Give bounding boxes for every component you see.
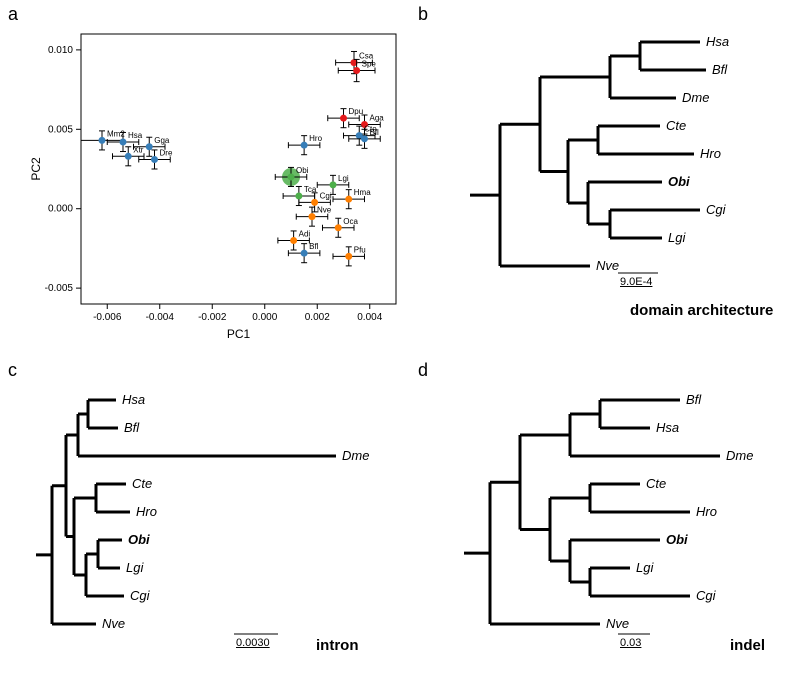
svg-text:Cte: Cte [646,476,666,491]
svg-text:Nve: Nve [596,258,619,273]
panel-d: Bfl Hsa Dme Cte Hro Obi Lgi Cgi Nve 0.03 indel [440,382,790,672]
svg-text:Obi: Obi [668,174,690,189]
svg-text:Bfl: Bfl [712,62,728,77]
svg-text:0.000: 0.000 [48,204,73,215]
tree-caption-b: domain architecture [630,302,773,319]
scatter-plot: -0.006 -0.004 -0.002 0.000 0.002 0.004 -0.005 0… [26,24,406,344]
svg-text:Adi: Adi [299,229,311,238]
svg-text:Bfl: Bfl [309,242,319,251]
svg-text:Hro: Hro [696,504,717,519]
svg-text:Xtr: Xtr [133,145,144,154]
svg-text:Cgi: Cgi [130,588,151,603]
svg-text:Bfl: Bfl [686,392,702,407]
panel-b: Hsa BflDme Cte Hro Obi Cgi Lgi Nve 9.0E-4 domai… [440,24,790,324]
svg-text:Cte: Cte [132,476,152,491]
tree-caption-c: intron [316,637,359,654]
svg-text:PC2: PC2 [29,157,43,181]
svg-text:Dpu: Dpu [349,107,364,116]
svg-text:-0.004: -0.004 [146,312,175,323]
svg-text:Hma: Hma [354,188,371,197]
tree-intron: Hsa Bfl Dme Cte Hro Obi Lgi Cgi Nve [26,382,406,672]
svg-text:Bfl: Bfl [124,420,140,435]
svg-text:Cgi: Cgi [706,202,727,217]
panel-c: Hsa Bfl Dme Cte Hro Obi Lgi Cgi Nve 0.0030 intro… [26,382,406,672]
svg-text:Cte: Cte [666,118,686,133]
svg-text:Dme: Dme [682,90,709,105]
svg-text:Hsa: Hsa [706,34,729,49]
svg-text:Bfl: Bfl [370,128,380,137]
panel-label-b: b [418,4,428,25]
svg-text:0.010: 0.010 [48,45,73,56]
svg-text:PC1: PC1 [227,327,251,341]
svg-text:Hsa: Hsa [122,392,145,407]
svg-text:Spe: Spe [362,60,377,69]
panel-a: -0.006 -0.004 -0.002 0.000 0.002 0.004 -0.005 0… [26,24,406,344]
svg-text:Hsa: Hsa [128,131,143,140]
tree-domain-architecture: Hsa BflDme Cte Hro Obi Cgi Lgi Nve [440,24,790,324]
tree-indel: Bfl Hsa Dme Cte Hro Obi Lgi Cgi Nve [440,382,790,672]
svg-text:Cgi: Cgi [696,588,717,603]
panel-label-c: c [8,360,17,381]
svg-text:Nve: Nve [606,616,629,631]
svg-text:Hro: Hro [700,146,721,161]
svg-text:Dre: Dre [160,148,173,157]
svg-text:0.002: 0.002 [305,312,330,323]
svg-text:0.004: 0.004 [357,312,382,323]
svg-text:Oca: Oca [343,217,358,226]
svg-text:-0.002: -0.002 [198,312,227,323]
svg-text:Cgi: Cgi [320,191,332,200]
svg-text:Nve: Nve [102,616,125,631]
svg-text:Dme: Dme [342,448,369,463]
panel-label-d: d [418,360,428,381]
svg-text:Obi: Obi [666,532,688,547]
scale-label-c: 0.0030 [236,637,270,649]
svg-text:Aga: Aga [370,114,385,123]
svg-text:Lgi: Lgi [338,174,349,183]
svg-text:-0.005: -0.005 [45,283,74,294]
svg-text:0.005: 0.005 [48,124,73,135]
svg-text:0.000: 0.000 [252,312,277,323]
tree-caption-d: indel [730,637,765,654]
svg-text:-0.006: -0.006 [93,312,122,323]
svg-text:Hsa: Hsa [656,420,679,435]
svg-text:Hro: Hro [136,504,157,519]
svg-text:Obi: Obi [128,532,150,547]
svg-text:Hro: Hro [309,134,322,143]
svg-text:Lgi: Lgi [126,560,144,575]
svg-text:Lgi: Lgi [636,560,654,575]
scale-label-d: 0.03 [620,637,641,649]
svg-text:Lgi: Lgi [668,230,686,245]
svg-text:Gga: Gga [154,136,170,145]
scale-label-b: 9.0E-4 [620,276,652,288]
svg-text:Pfu: Pfu [354,245,366,254]
panel-label-a: a [8,4,18,25]
svg-text:Obi: Obi [296,166,309,175]
svg-text:Nve: Nve [317,206,332,215]
svg-text:Dme: Dme [726,448,753,463]
